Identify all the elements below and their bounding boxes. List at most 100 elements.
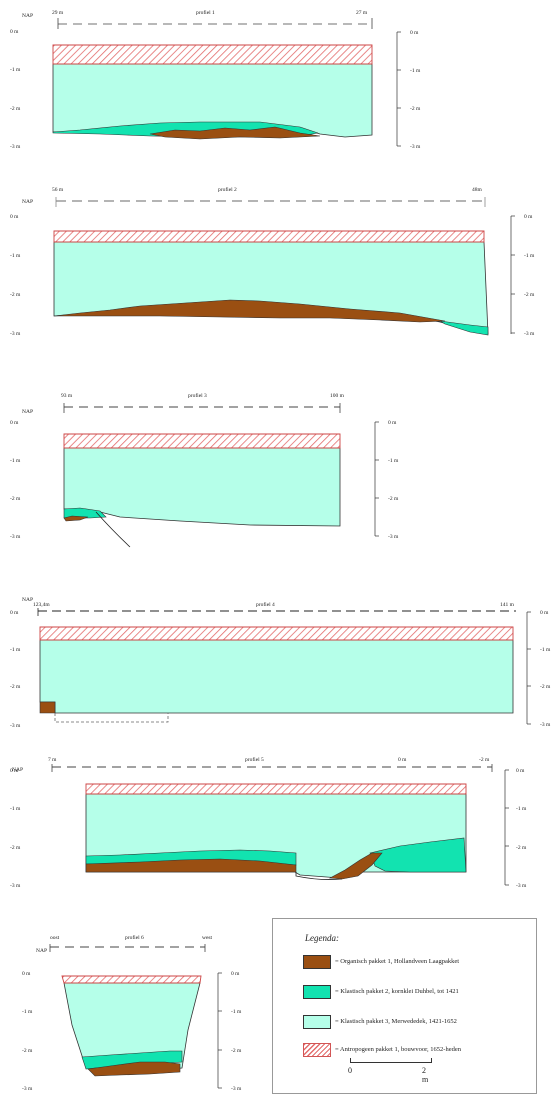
profile-4-pit-outline	[54, 713, 169, 723]
profile-6-left-tick-2: -2 m	[22, 1048, 33, 1054]
profile-3-right-tick-2: -2 m	[388, 496, 399, 502]
profile-5-right-tick-3: -3 m	[516, 883, 527, 889]
profile-6-right-tick-2: -2 m	[231, 1048, 242, 1054]
profile-1-right-tick-0: 0 m	[410, 30, 419, 36]
profile-1-organisch	[149, 126, 321, 140]
legend-swatch-klastisch-2	[303, 985, 331, 999]
scale-label-left: 0	[348, 1066, 352, 1075]
profile-6-right-tick-1: -1 m	[231, 1009, 242, 1015]
profile-1-end: 27 m	[356, 10, 368, 16]
profile-4-left-tick-1: -1 m	[10, 647, 21, 653]
legend-label-klastisch-3: = Klastisch pakket 3, Merwededek, 1421-1…	[335, 1018, 457, 1025]
profile-6-right-tick-3: -3 m	[231, 1086, 242, 1092]
legend-label-antropogeen: = Antropogeen pakket 1, bouwvoor, 1652-h…	[335, 1046, 461, 1053]
profile-4-left-tick-0: 0 m	[10, 610, 19, 616]
profile-3-end: 100 m	[330, 393, 345, 399]
profile-2-organisch	[53, 299, 446, 323]
profile-1: NAP 29 m profiel 1 27 m 0 m -1 m -2 m -3…	[10, 9, 421, 150]
profile-1-left-tick-3: -3 m	[10, 144, 21, 150]
profile-3-left-tick-3: -3 m	[10, 534, 21, 540]
profile-6-left-tick-1: -1 m	[22, 1009, 33, 1015]
profile-5-left-tick-0: 0 m	[10, 768, 19, 774]
profile-1-right-tick-3: -3 m	[410, 144, 421, 150]
profile-6-left-tick-3: -3 m	[22, 1086, 33, 1092]
profile-3-boundary-line	[95, 511, 131, 548]
profile-2-end: 48m	[472, 187, 483, 193]
profile-1-left-tick-1: -1 m	[10, 67, 21, 73]
profile-1-title: profiel 1	[196, 9, 215, 16]
legend-title: Legenda:	[305, 933, 339, 943]
legend-swatch-antropogeen	[303, 1043, 331, 1057]
profile-2-klastisch-2	[439, 320, 489, 336]
profile-2-left-tick-1: -1 m	[10, 253, 21, 259]
profile-2-right-tick-0: 0 m	[524, 214, 533, 220]
legend-label-organisch: = Organisch pakket 1, Hollandveen Laagpa…	[335, 958, 460, 965]
profile-3-left-tick-2: -2 m	[10, 496, 21, 502]
profile-6-title: profiel 6	[125, 934, 144, 941]
profile-4-right-tick-0: 0 m	[540, 610, 549, 616]
scale-line	[350, 1062, 432, 1063]
profile-3-klastisch-3	[63, 447, 341, 527]
profile-1-left-tick-2: -2 m	[10, 106, 21, 112]
profile-3-right-tick-3: -3 m	[388, 534, 399, 540]
profile-3-right-tick-1: -1 m	[388, 458, 399, 464]
profile-6-right-tick-0: 0 m	[231, 971, 240, 977]
profile-3-left-tick-1: -1 m	[10, 458, 21, 464]
legend-item-klastisch-3: = Klastisch pakket 3, Merwededek, 1421-1…	[303, 1015, 533, 1031]
legend-item-organisch: = Organisch pakket 1, Hollandveen Laagpa…	[303, 955, 533, 971]
profile-5-left-tick-2: -2 m	[10, 845, 21, 851]
profile-2-right-tick-2: -2 m	[524, 292, 535, 298]
profile-5-title: profiel 5	[245, 756, 264, 763]
profile-5-right-tick-1: -1 m	[516, 806, 527, 812]
profile-6-antropogeen	[61, 975, 202, 984]
profile-6-left-tick-0: 0 m	[22, 971, 31, 977]
profile-2-left-tick-0: 0 m	[10, 214, 19, 220]
profile-6-start: oost	[50, 935, 60, 941]
profile-3-organisch	[63, 515, 89, 522]
profile-2-nap: NAP	[22, 199, 33, 205]
profile-4-nap: NAP	[22, 597, 33, 603]
profile-4-right-tick-3: -3 m	[540, 722, 551, 728]
legend-item-antropogeen: = Antropogeen pakket 1, bouwvoor, 1652-h…	[303, 1043, 533, 1059]
profile-4: NAP 123,4m profiel 4 141 m 0 m -1 m -2 m…	[10, 597, 551, 729]
profile-4-antropogeen	[39, 626, 514, 641]
profile-5-left-tick-1: -1 m	[10, 806, 21, 812]
profile-5-klastisch-2-right	[369, 837, 467, 873]
profile-3-left-tick-0: 0 m	[10, 420, 19, 426]
scale-tick-right	[431, 1058, 432, 1063]
profile-5-left-tick-3: -3 m	[10, 883, 21, 889]
profile-4-klastisch-3	[39, 639, 514, 714]
legend-swatch-klastisch-3	[303, 1015, 331, 1029]
profile-4-right-tick-1: -1 m	[540, 647, 551, 653]
profile-3-antropogeen	[63, 433, 341, 449]
profile-2-start: 56 m	[52, 187, 64, 193]
profile-2-left-tick-2: -2 m	[10, 292, 21, 298]
legend-box: Legenda: = Organisch pakket 1, Hollandve…	[272, 918, 537, 1094]
profile-4-left-tick-3: -3 m	[10, 723, 21, 729]
profile-1-nap: NAP	[22, 13, 33, 19]
profile-2-antropogeen	[53, 230, 485, 243]
scale-label-right: 2 m	[422, 1066, 429, 1084]
profile-2-right-tick-3: -3 m	[524, 331, 535, 337]
scale-tick-left	[350, 1058, 351, 1063]
profile-5-nap: NAP	[12, 767, 23, 773]
profile-2-title: profiel 2	[218, 186, 237, 193]
profile-3: NAP 93 m profiel 3 100 m 0 m -1 m -2 m -…	[10, 392, 399, 548]
profile-2: NAP 56 m profiel 2 48m 0 m -1 m -2 m -3 …	[10, 186, 535, 337]
profile-6-organisch	[87, 1061, 181, 1077]
profile-2-left-tick-3: -3 m	[10, 331, 21, 337]
profile-5-organisch-right	[328, 852, 383, 880]
profile-3-nap: NAP	[22, 409, 33, 415]
profile-5-mid: 0 m	[398, 757, 407, 763]
profile-3-right-tick-0: 0 m	[388, 420, 397, 426]
profile-5-channel-line	[295, 872, 343, 880]
profile-5-end: -2 m	[479, 757, 490, 763]
profile-4-title: profiel 4	[256, 601, 275, 608]
profile-4-start: 123,4m	[33, 602, 50, 608]
profile-1-left-tick-0: 0 m	[10, 29, 19, 35]
profile-1-antropogeen	[52, 44, 373, 65]
profile-5: NAP 7 m profiel 5 0 m -2 m 0 m -1 m -2 m…	[10, 756, 527, 889]
profile-6-end: west	[202, 935, 213, 941]
